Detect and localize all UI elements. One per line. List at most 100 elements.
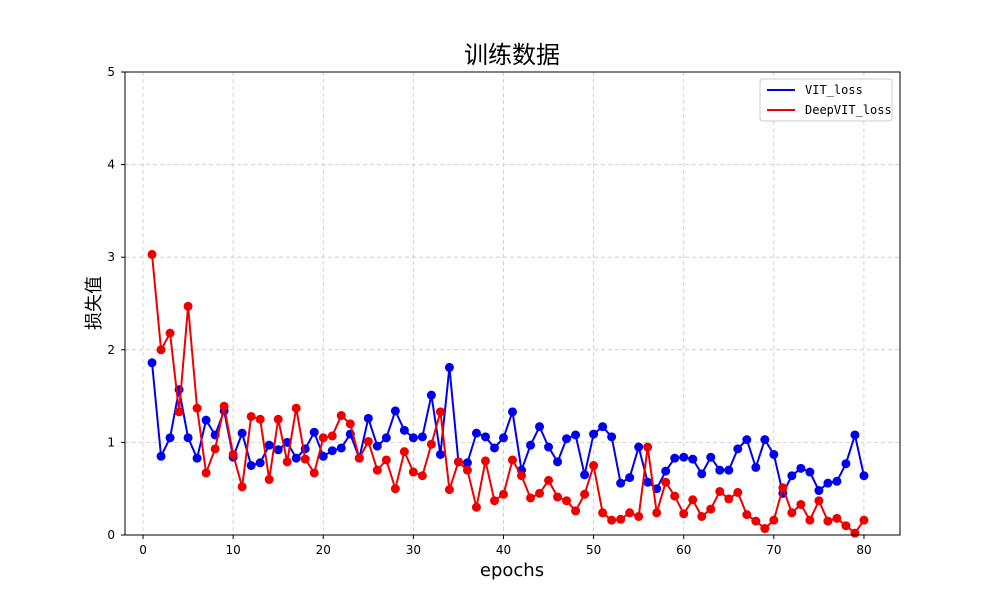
data-point-deepvit-loss: [426, 439, 436, 449]
data-point-deepvit-loss: [327, 431, 337, 441]
data-point-vit-loss: [724, 465, 734, 475]
y-tick-label: 2: [107, 343, 115, 357]
data-point-vit-loss: [832, 476, 842, 486]
data-point-deepvit-loss: [625, 508, 635, 518]
data-point-deepvit-loss: [255, 414, 265, 424]
data-point-deepvit-loss: [417, 471, 427, 481]
series-deepvit-loss: [147, 249, 869, 538]
data-point-deepvit-loss: [354, 453, 364, 463]
y-tick-label: 3: [107, 250, 115, 264]
data-point-vit-loss: [760, 435, 770, 445]
data-point-deepvit-loss: [805, 515, 815, 525]
data-point-vit-loss: [544, 442, 554, 452]
data-point-vit-loss: [697, 469, 707, 479]
x-tick-label: 60: [676, 543, 691, 557]
data-point-vit-loss: [688, 454, 698, 464]
data-point-vit-loss: [435, 449, 445, 459]
data-point-deepvit-loss: [336, 411, 346, 421]
data-point-deepvit-loss: [480, 456, 490, 466]
legend: VIT_loss DeepVIT_loss: [759, 78, 893, 122]
data-point-deepvit-loss: [444, 485, 454, 495]
data-point-deepvit-loss: [345, 419, 355, 429]
data-point-vit-loss: [841, 459, 851, 469]
data-point-deepvit-loss: [580, 489, 590, 499]
data-point-vit-loss: [264, 440, 274, 450]
data-point-vit-loss: [706, 452, 716, 462]
data-point-deepvit-loss: [372, 465, 382, 475]
data-point-deepvit-loss: [859, 515, 869, 525]
data-point-vit-loss: [661, 466, 671, 476]
data-point-vit-loss: [255, 458, 265, 468]
data-point-deepvit-loss: [291, 403, 301, 413]
data-point-deepvit-loss: [535, 488, 545, 498]
series-vit-loss: [147, 358, 869, 498]
x-tick-label: 40: [496, 543, 511, 557]
data-point-vit-loss: [859, 471, 869, 481]
data-point-deepvit-loss: [544, 475, 554, 485]
data-point-vit-loss: [471, 428, 481, 438]
data-point-deepvit-loss: [309, 468, 319, 478]
y-axis: 0 1 2 3 4 5: [107, 65, 125, 542]
data-point-deepvit-loss: [796, 499, 806, 509]
data-point-deepvit-loss: [706, 504, 716, 514]
data-point-deepvit-loss: [498, 489, 508, 499]
data-point-deepvit-loss: [183, 301, 193, 311]
data-point-vit-loss: [805, 467, 815, 477]
legend-label-deepvit-loss: DeepVIT_loss: [805, 103, 892, 117]
data-point-vit-loss: [426, 390, 436, 400]
data-point-vit-loss: [625, 473, 635, 483]
data-point-deepvit-loss: [526, 493, 536, 503]
data-point-deepvit-loss: [300, 454, 310, 464]
x-tick-label: 0: [139, 543, 147, 557]
y-tick-label: 0: [107, 528, 115, 542]
data-point-vit-loss: [363, 413, 373, 423]
data-point-deepvit-loss: [381, 455, 391, 465]
data-point-vit-loss: [372, 441, 382, 451]
data-point-vit-loss: [580, 470, 590, 480]
data-point-vit-loss: [489, 443, 499, 453]
data-point-deepvit-loss: [192, 403, 202, 413]
data-point-deepvit-loss: [715, 486, 725, 496]
data-point-deepvit-loss: [471, 502, 481, 512]
x-tick-label: 80: [856, 543, 871, 557]
data-point-vit-loss: [823, 478, 833, 488]
data-point-vit-loss: [408, 433, 418, 443]
data-point-deepvit-loss: [589, 461, 599, 471]
data-point-deepvit-loss: [228, 449, 238, 459]
data-point-deepvit-loss: [697, 511, 707, 521]
data-point-deepvit-loss: [399, 447, 409, 457]
data-point-deepvit-loss: [165, 328, 175, 338]
plot-frame: [124, 71, 901, 536]
data-point-vit-loss: [562, 434, 572, 444]
x-tick-label: 50: [586, 543, 601, 557]
data-point-vit-loss: [769, 449, 779, 459]
data-point-deepvit-loss: [616, 514, 626, 524]
data-point-deepvit-loss: [661, 477, 671, 487]
data-point-deepvit-loss: [841, 521, 851, 531]
data-point-vit-loss: [417, 432, 427, 442]
data-point-deepvit-loss: [508, 455, 517, 465]
data-point-deepvit-loss: [517, 471, 527, 481]
data-point-deepvit-loss: [607, 515, 617, 525]
data-point-deepvit-loss: [408, 467, 418, 477]
x-axis-label: epochs: [480, 560, 544, 581]
data-point-deepvit-loss: [273, 414, 283, 424]
data-point-deepvit-loss: [598, 508, 608, 518]
data-point-vit-loss: [498, 433, 508, 443]
data-point-deepvit-loss: [670, 491, 680, 501]
data-point-deepvit-loss: [363, 436, 373, 446]
data-point-deepvit-loss: [787, 508, 797, 518]
data-point-vit-loss: [589, 429, 599, 439]
data-point-vit-loss: [553, 457, 563, 467]
data-point-deepvit-loss: [634, 511, 644, 521]
data-point-vit-loss: [201, 415, 211, 425]
data-point-deepvit-loss: [390, 484, 400, 494]
data-point-vit-loss: [390, 406, 400, 416]
data-point-vit-loss: [571, 430, 581, 440]
data-point-vit-loss: [462, 458, 472, 468]
x-tick-label: 70: [766, 543, 781, 557]
data-point-vit-loss: [535, 422, 545, 432]
data-point-vit-loss: [336, 443, 346, 453]
data-point-deepvit-loss: [219, 401, 229, 411]
data-point-vit-loss: [156, 451, 166, 461]
